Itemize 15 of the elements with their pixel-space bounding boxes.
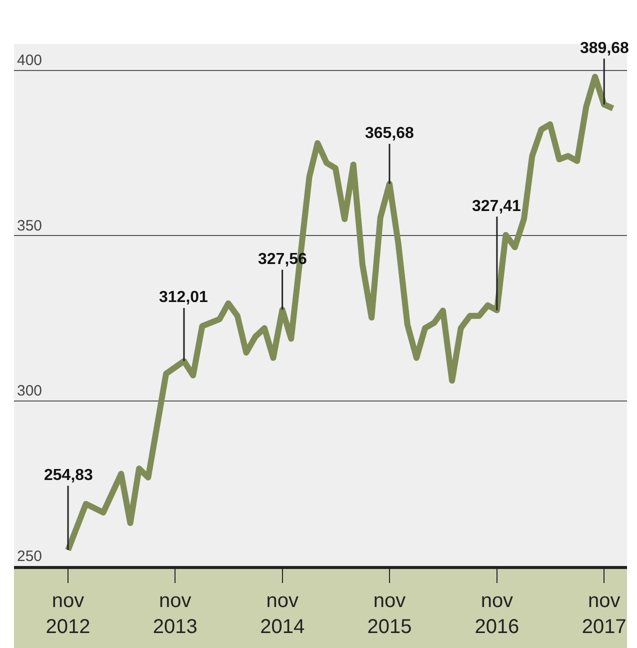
y-tick-label: 300 xyxy=(17,382,42,400)
x-tick-label: nov 2016 xyxy=(474,590,520,638)
annotation: 254,83 xyxy=(44,467,94,484)
y-tick-label: 250 xyxy=(17,548,42,565)
x-tick-label: nov 2014 xyxy=(260,590,305,638)
annotation: 312,01 xyxy=(159,289,208,306)
x-tick-label: nov 2017 xyxy=(582,590,626,638)
annotation: 365,68 xyxy=(365,125,414,142)
x-tick-label: nov 2015 xyxy=(367,590,412,638)
annotation: 389,68 xyxy=(580,40,630,57)
x-tick-label: nov 2013 xyxy=(152,590,198,638)
x-tick-label: nov 2012 xyxy=(46,590,90,638)
y-tick-label: 350 xyxy=(17,217,42,234)
annotation: 327,41 xyxy=(472,198,522,215)
y-tick-label: 400 xyxy=(17,52,42,70)
